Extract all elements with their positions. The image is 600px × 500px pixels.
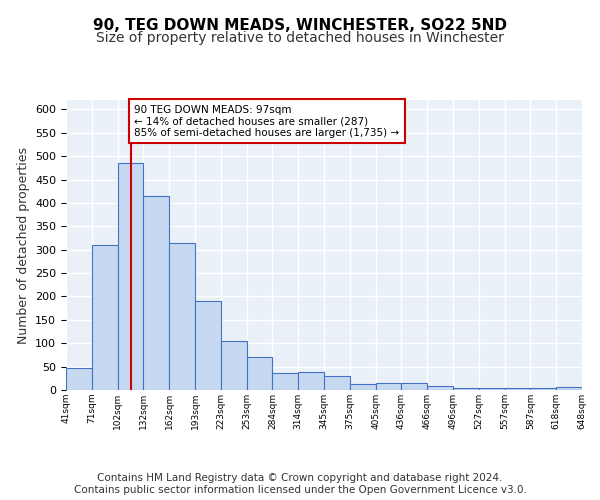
- Bar: [92, 245, 118, 390]
- Bar: [221, 342, 247, 390]
- Bar: [169, 242, 195, 390]
- Bar: [143, 196, 169, 390]
- Bar: [118, 163, 143, 390]
- Bar: [401, 384, 427, 390]
- Bar: [298, 372, 324, 390]
- Bar: [66, 368, 92, 390]
- Text: 90 TEG DOWN MEADS: 97sqm
← 14% of detached houses are smaller (287)
85% of semi-: 90 TEG DOWN MEADS: 97sqm ← 14% of detach…: [134, 104, 400, 138]
- Bar: [427, 386, 453, 390]
- Bar: [376, 384, 401, 390]
- Bar: [505, 388, 530, 390]
- Bar: [479, 388, 505, 390]
- Y-axis label: Number of detached properties: Number of detached properties: [17, 146, 29, 344]
- Bar: [556, 387, 582, 390]
- Bar: [453, 388, 479, 390]
- Bar: [195, 301, 221, 390]
- Bar: [247, 358, 272, 390]
- Text: Contains HM Land Registry data © Crown copyright and database right 2024.
Contai: Contains HM Land Registry data © Crown c…: [74, 474, 526, 495]
- Bar: [324, 376, 350, 390]
- Bar: [350, 384, 376, 390]
- Bar: [530, 388, 556, 390]
- Text: Size of property relative to detached houses in Winchester: Size of property relative to detached ho…: [96, 31, 504, 45]
- Text: 90, TEG DOWN MEADS, WINCHESTER, SO22 5ND: 90, TEG DOWN MEADS, WINCHESTER, SO22 5ND: [93, 18, 507, 32]
- Bar: [272, 372, 298, 390]
